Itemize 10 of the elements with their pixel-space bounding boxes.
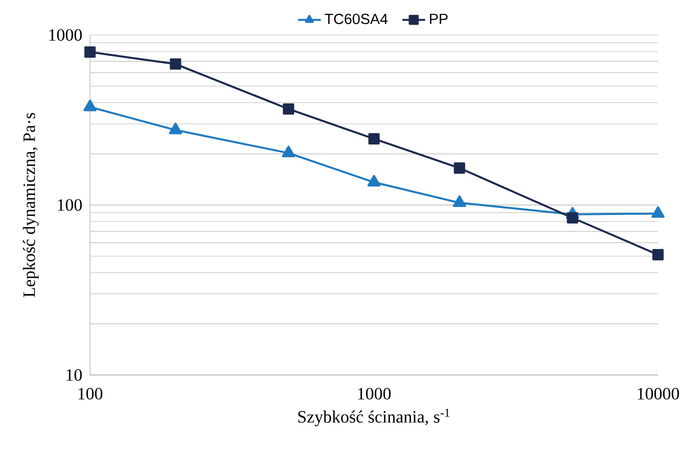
y-tick-label: 100 <box>58 199 82 211</box>
x-tick-label: 100 <box>78 388 102 400</box>
y-tick-label: 1000 <box>49 29 82 41</box>
legend-label: PP <box>430 14 448 24</box>
x-tick-label: 1000 <box>358 388 391 400</box>
x-axis-title: Szybkość ścinania, s$^{-1}$ <box>298 408 450 426</box>
y-tick-label: 10 <box>66 369 82 381</box>
x-tick-label: 10000 <box>638 388 680 400</box>
legend-label: TC60SA4 <box>324 14 388 24</box>
y-axis-title: Lepkość dynamiczna, Pa·s <box>22 112 39 298</box>
